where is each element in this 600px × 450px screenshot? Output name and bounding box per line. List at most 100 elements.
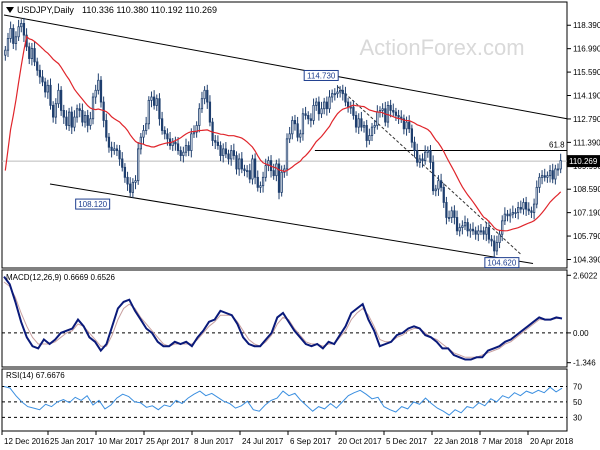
price-annotation-box xyxy=(484,257,520,269)
candle-body xyxy=(6,38,10,51)
candle-body xyxy=(261,176,265,187)
candle-body xyxy=(296,123,299,138)
candle-body xyxy=(57,89,60,105)
candle-body xyxy=(174,141,177,145)
candle-body xyxy=(482,230,485,235)
macd-label: MACD(12,26,9) 0.6669 0.6526 xyxy=(6,273,116,282)
candle-body xyxy=(17,26,20,38)
candle-body xyxy=(532,203,536,213)
candle-body xyxy=(219,145,222,156)
macd-signal-line xyxy=(3,281,562,358)
x-tick-label: 20 Oct 2017 xyxy=(338,437,382,446)
candle-body xyxy=(424,151,427,161)
candle-body xyxy=(211,121,214,141)
collapse-triangle-icon[interactable] xyxy=(6,7,14,13)
candle-body xyxy=(65,116,68,126)
candle-body xyxy=(33,48,36,63)
candle-body xyxy=(333,93,336,96)
candle-body xyxy=(83,115,87,123)
price-annotation-box xyxy=(303,69,339,81)
candle-body xyxy=(62,110,65,118)
candle-body xyxy=(346,101,350,108)
price-annotations: 114.730 108.120 104.620 110.269 xyxy=(75,69,600,269)
candle-body xyxy=(357,118,360,128)
candle-body xyxy=(386,104,390,123)
x-tick-label: 24 Jul 2017 xyxy=(242,437,284,446)
candle-body xyxy=(426,150,429,153)
candle-body xyxy=(192,131,196,135)
candle-body xyxy=(94,89,97,98)
x-tick-label: 22 Jan 2018 xyxy=(434,437,479,446)
candles xyxy=(4,17,562,258)
candle-body xyxy=(288,133,291,140)
candle-body xyxy=(349,106,352,109)
candle-body xyxy=(519,207,522,210)
candle-body xyxy=(129,183,132,193)
candle-body xyxy=(9,28,12,39)
rsi-line xyxy=(3,386,563,416)
candle-body xyxy=(20,23,23,28)
candle-body xyxy=(402,118,406,130)
candle-body xyxy=(147,99,150,125)
current-price-label: 110.269 xyxy=(569,157,598,166)
candle-body xyxy=(498,233,501,243)
candle-body xyxy=(240,158,243,170)
candle-body xyxy=(142,130,145,138)
candle-body xyxy=(121,158,124,168)
price-panel-frame xyxy=(1,1,568,269)
candle-body xyxy=(376,111,379,126)
candle-body xyxy=(394,111,398,116)
candle-body xyxy=(131,181,135,193)
price-tick-label: 108.590 xyxy=(573,185,600,194)
price-tick-label: 118.390 xyxy=(573,21,600,30)
candle-body xyxy=(527,208,530,212)
candle-body xyxy=(293,120,297,125)
macd-tick-label: -1.346 xyxy=(573,359,596,368)
candle-body xyxy=(392,110,395,113)
candle-body xyxy=(70,111,73,128)
watermark: ActionForex.com xyxy=(359,35,524,60)
price-annotation-box xyxy=(75,198,111,210)
candle-body xyxy=(328,96,331,110)
candle-body xyxy=(285,138,289,170)
candle-body xyxy=(479,230,483,233)
candle-body xyxy=(54,103,57,118)
candle-body xyxy=(530,210,533,213)
candle-body xyxy=(554,168,557,180)
candle-body xyxy=(524,202,528,210)
candle-body xyxy=(36,61,39,71)
rsi-tick-label: 70 xyxy=(573,382,582,391)
candle-body xyxy=(517,207,520,213)
dashed-trend-line xyxy=(337,86,522,255)
candle-body xyxy=(408,121,411,130)
rsi-label: RSI(14) 67.6676 xyxy=(6,371,65,380)
rsi-panel-frame xyxy=(1,368,568,432)
candle-body xyxy=(238,158,241,170)
channel-lines xyxy=(3,14,568,264)
candle-body xyxy=(307,115,310,120)
chart-header: USDJPY,Daily 110.336 110.380 110.192 110… xyxy=(6,5,217,15)
candle-body xyxy=(107,136,111,148)
price-tick-label: 107.190 xyxy=(573,209,600,218)
candle-body xyxy=(312,104,315,121)
candle-body xyxy=(323,101,326,110)
candle-body xyxy=(540,175,544,178)
candle-body xyxy=(453,210,456,218)
candle-body xyxy=(195,125,198,133)
ohlc-readout: 110.336 110.380 110.192 110.269 xyxy=(82,5,217,15)
fib-61-8-label: 61.8 xyxy=(549,141,565,150)
candle-body xyxy=(113,148,116,151)
price-tick-label: 114.190 xyxy=(573,92,600,101)
candle-body xyxy=(490,238,493,242)
candle-body xyxy=(41,76,44,83)
candle-body xyxy=(556,168,560,171)
candle-body xyxy=(190,133,193,151)
candle-body xyxy=(445,202,448,218)
candle-body xyxy=(134,180,137,183)
candle-body xyxy=(354,115,358,128)
candle-body xyxy=(216,141,220,146)
candle-body xyxy=(397,115,400,118)
candle-body xyxy=(495,242,499,252)
candle-body xyxy=(222,148,225,156)
price-tick-label: 116.990 xyxy=(573,45,600,54)
